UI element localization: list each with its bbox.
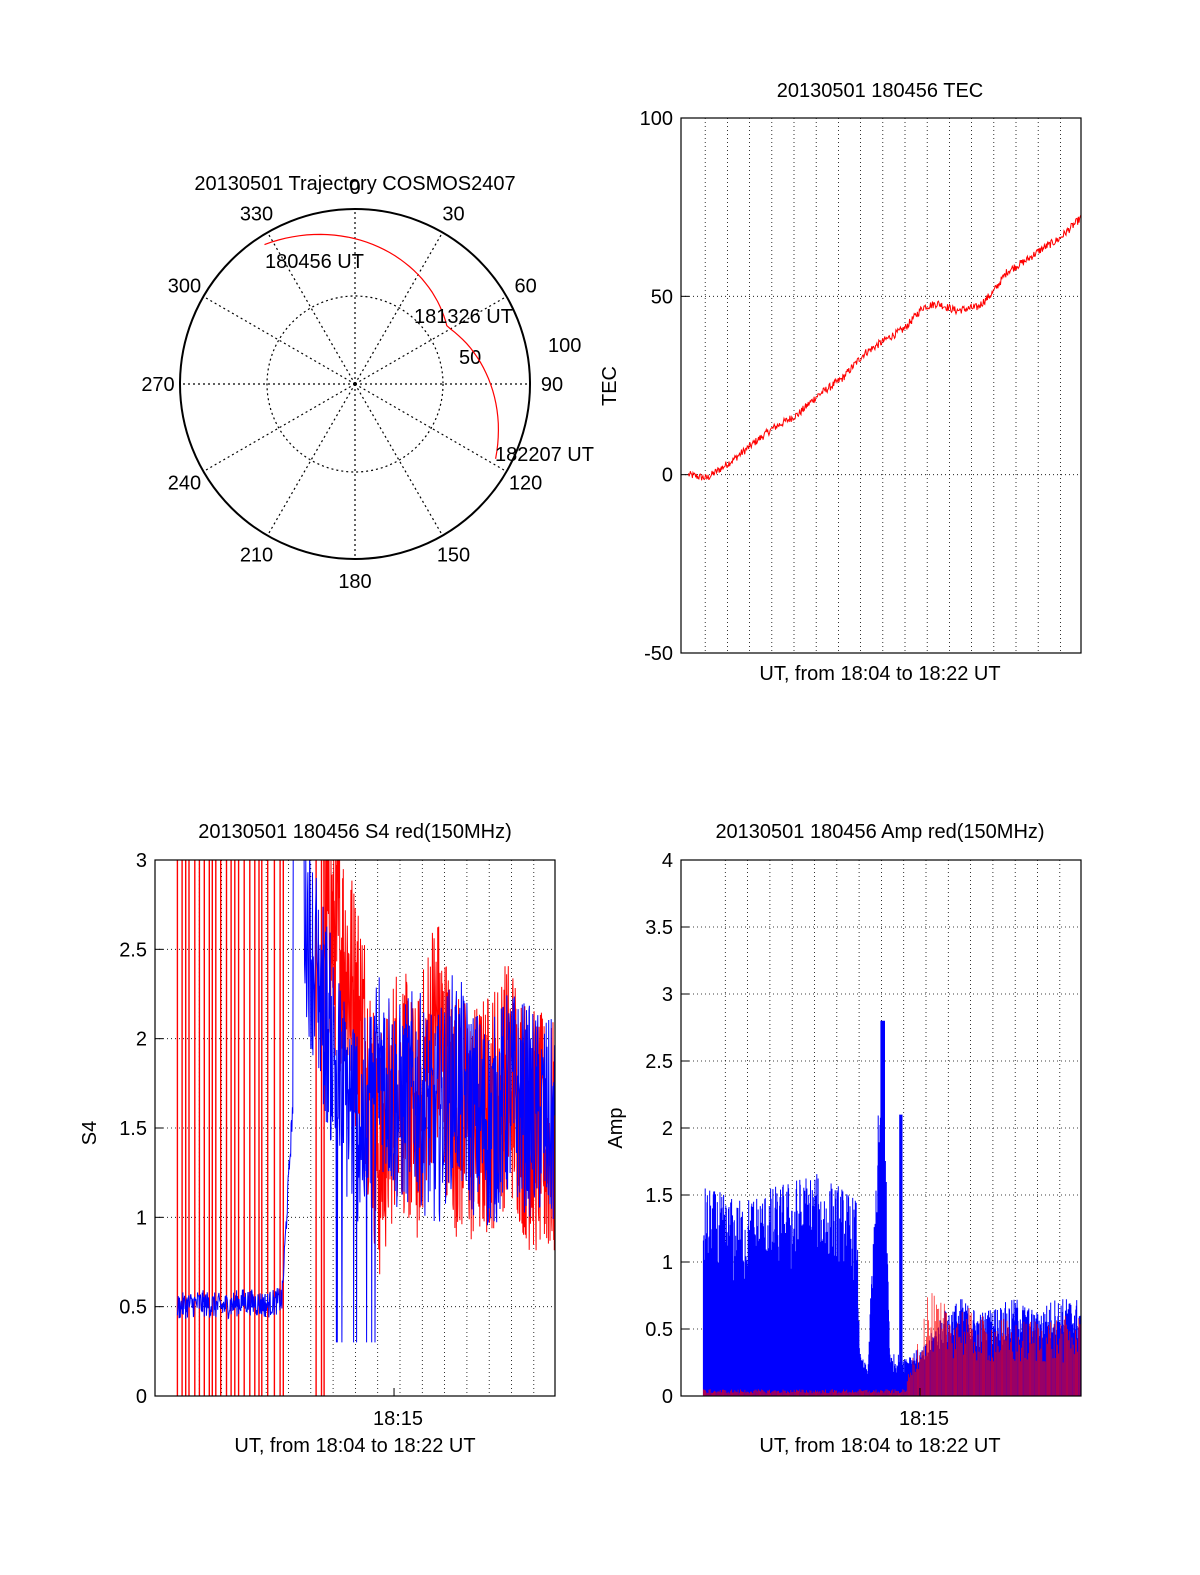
polar-spoke-240 <box>203 383 356 473</box>
polar-outer-ring <box>179 208 531 560</box>
s4-ytick-0.5: 0.5 <box>119 1297 147 1319</box>
azimuth-label-270: 270 <box>141 374 174 396</box>
amp-red-series <box>703 1293 1082 1396</box>
amp-title: 20130501 180456 Amp red(150MHz) <box>715 821 1044 843</box>
amp-ytick-2.5: 2.5 <box>645 1051 673 1073</box>
track-start-label: 180456 UT <box>265 251 364 273</box>
tec-grid <box>681 117 1081 654</box>
tec-ytick-50: 50 <box>651 286 673 308</box>
trajectory-title: 20130501 Trajectory COSMOS2407 <box>194 173 515 195</box>
tec-ylabel: TEC <box>599 366 621 406</box>
s4-frame <box>154 859 556 1397</box>
s4-blue-series <box>176 859 556 1343</box>
s4-ytick-0: 0 <box>136 1386 147 1408</box>
s4-ytick-1.5: 1.5 <box>119 1118 147 1140</box>
s4-xlabel: UT, from 18:04 to 18:22 UT <box>234 1435 475 1457</box>
azimuth-label-300: 300 <box>168 276 201 298</box>
s4-series <box>176 859 556 1396</box>
s4-panel: 20130501 180456 S4 red(150MHz) 0 0.5 1 1.5 2… <box>79 821 556 1457</box>
satellite-track <box>264 233 500 459</box>
amp-ytick-1.5: 1.5 <box>645 1185 673 1207</box>
azimuth-label-120: 120 <box>509 473 542 495</box>
amp-xlabel: UT, from 18:04 to 18:22 UT <box>759 1435 1000 1457</box>
s4-xtick-label: 18:15 <box>373 1408 423 1430</box>
polar-spoke-300 <box>203 295 356 385</box>
azimuth-label-240: 240 <box>168 473 201 495</box>
s4-ytick-2: 2 <box>136 1029 147 1051</box>
s4-ytick-1: 1 <box>136 1207 147 1229</box>
polar-spoke-150 <box>354 383 444 536</box>
amp-panel: 20130501 180456 Amp red(150MHz) 0 0.5 1 1.5… <box>605 821 1082 1457</box>
amp-ytick-4: 4 <box>662 850 673 872</box>
s4-title: 20130501 180456 S4 red(150MHz) <box>198 821 512 843</box>
tec-series-line <box>688 214 1082 481</box>
trajectory-polar-plot: 20130501 Trajectory COSMOS2407 0 30 60 90 12… <box>141 173 594 593</box>
s4-ytick-3: 3 <box>136 850 147 872</box>
azimuth-label-330: 330 <box>240 203 273 225</box>
tec-ytick-100: 100 <box>640 108 673 130</box>
azimuth-label-90: 90 <box>541 374 563 396</box>
polar-spoke-60 <box>354 295 507 385</box>
amp-ytick-labels: 0 0.5 1 1.5 2 2.5 3 3.5 4 <box>645 850 673 1408</box>
amp-ylabel: Amp <box>605 1107 627 1148</box>
radial-label-50: 50 <box>459 347 481 369</box>
tec-series <box>688 214 1082 481</box>
radial-label-100: 100 <box>548 335 581 357</box>
polar-azimuth-labels: 0 30 60 90 120 150 180 210 240 270 300 330 <box>141 177 563 593</box>
tec-frame <box>680 117 1082 654</box>
polar-spoke-120 <box>354 383 507 473</box>
amp-ytick-1: 1 <box>662 1252 673 1274</box>
amp-ytick-0: 0 <box>662 1386 673 1408</box>
polar-spoke-210 <box>266 383 356 536</box>
tec-ytick--50: -50 <box>644 643 673 665</box>
tec-title: 20130501 180456 TEC <box>777 80 983 102</box>
track-end-label: 182207 UT <box>495 444 594 466</box>
amp-ytick-3: 3 <box>662 984 673 1006</box>
azimuth-label-0: 0 <box>349 177 360 199</box>
tec-xlabel: UT, from 18:04 to 18:22 UT <box>759 663 1000 685</box>
amp-ytick-0.5: 0.5 <box>645 1319 673 1341</box>
azimuth-label-150: 150 <box>437 545 470 567</box>
tec-ytick-labels: -50 0 50 100 <box>640 108 673 665</box>
amp-series <box>702 1020 1082 1396</box>
s4-red-spikes <box>176 860 325 1396</box>
tec-ytick-0: 0 <box>662 465 673 487</box>
azimuth-label-30: 30 <box>442 203 464 225</box>
amp-frame <box>680 859 1082 1397</box>
s4-ylabel: S4 <box>79 1121 101 1145</box>
track-mid-label: 181326 UT <box>414 306 513 328</box>
azimuth-label-60: 60 <box>514 276 536 298</box>
tec-panel: 20130501 180456 TEC -50 0 50 100 UT, from 1… <box>599 80 1082 685</box>
azimuth-label-180: 180 <box>338 571 371 593</box>
s4-ytick-2.5: 2.5 <box>119 939 147 961</box>
azimuth-label-210: 210 <box>240 545 273 567</box>
polar-spoke-330 <box>266 232 356 385</box>
polar-spoke-30 <box>354 232 444 385</box>
amp-ytick-3.5: 3.5 <box>645 917 673 939</box>
s4-ytick-labels: 0 0.5 1 1.5 2 2.5 3 <box>119 850 147 1408</box>
amp-xtick-label: 18:15 <box>899 1408 949 1430</box>
amp-ytick-2: 2 <box>662 1118 673 1140</box>
polar-inner-ring <box>266 295 444 473</box>
